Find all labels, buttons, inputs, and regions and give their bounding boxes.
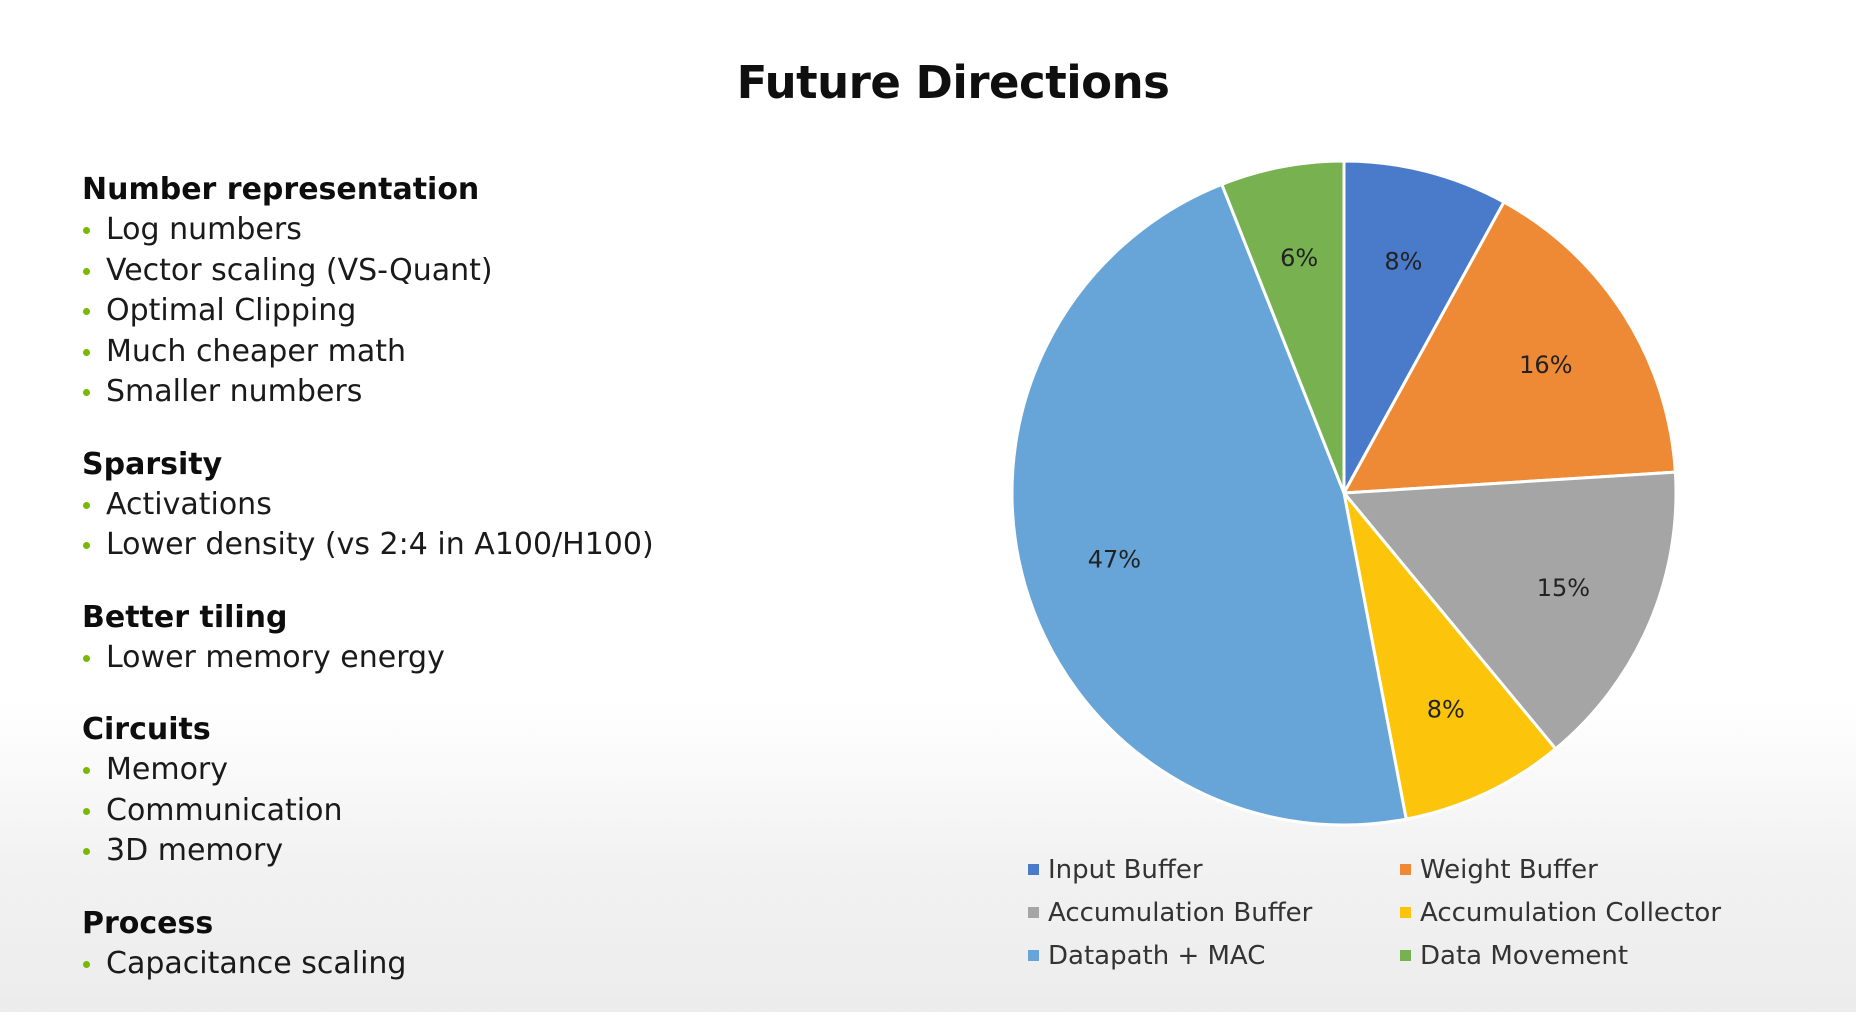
section-heading: Number representation — [82, 172, 480, 207]
slice-data-label: 8% — [1427, 695, 1465, 723]
legend-swatch-icon — [1028, 864, 1039, 875]
pie-slice — [1342, 491, 1558, 821]
bullet-dot-icon — [83, 542, 90, 549]
slice-data-label: 15% — [1537, 574, 1590, 602]
bullet-item: 3D memory — [82, 831, 842, 872]
legend-label: Datapath + MAC — [1048, 941, 1265, 971]
slice-data-label: 6% — [1280, 244, 1318, 272]
bullet-text: Memory — [106, 752, 229, 787]
pie-slice — [1342, 159, 1506, 495]
section-process: Process Capacitance scaling — [82, 904, 842, 985]
slice-data-label: 47% — [1088, 546, 1141, 574]
bullet-item: Log numbers — [82, 210, 842, 251]
bullet-list: Capacitance scaling — [82, 944, 842, 985]
bullet-dot-icon — [83, 267, 90, 275]
section-heading: Sparsity — [82, 446, 223, 482]
slice-data-label: 8% — [1384, 247, 1422, 275]
slice-data-label: 16% — [1519, 351, 1572, 379]
bullet-dot-icon — [83, 389, 90, 396]
bullet-item: Memory — [82, 750, 842, 791]
legend-swatch-icon — [1400, 864, 1411, 875]
bullet-dot-icon — [83, 654, 90, 662]
legend-label: Accumulation Collector — [1420, 898, 1721, 928]
section-heading: Better tiling — [82, 599, 288, 635]
bullet-dot-icon — [83, 960, 90, 968]
bullet-item: Lower density (vs 2:4 in A100/H100) — [82, 525, 842, 566]
bullet-item: Optimal Clipping — [82, 291, 842, 332]
bullet-text: Communication — [106, 792, 343, 828]
pie-slice — [1342, 200, 1677, 495]
bullet-text: Vector scaling (VS-Quant) — [106, 252, 493, 288]
chart-legend: Input Buffer Weight Buffer Accumulation Bu… — [1028, 855, 1721, 971]
bullet-item: Smaller numbers — [82, 372, 842, 413]
slice-labels: 8% 16% 15% 8% 47% 6% — [1088, 244, 1590, 723]
bullet-list: Activations Lower density (vs 2:4 in A10… — [82, 485, 842, 566]
section-heading: Process — [82, 905, 214, 941]
bullet-text: Activations — [106, 486, 272, 522]
legend-label: Input Buffer — [1048, 855, 1203, 885]
pie-slice — [1220, 159, 1346, 495]
bullet-text: Capacitance scaling — [106, 945, 407, 981]
bullet-list: Memory Communication 3D memory — [82, 750, 842, 872]
bullet-dot-icon — [83, 767, 90, 774]
legend-swatch-icon — [1400, 907, 1411, 918]
bullet-dot-icon — [83, 227, 90, 234]
legend-label: Data Movement — [1420, 941, 1628, 971]
bullet-item: Communication — [82, 791, 842, 832]
bullet-text: 3D memory — [106, 833, 284, 868]
bullet-text: Smaller numbers — [106, 374, 363, 409]
legend-label: Weight Buffer — [1420, 855, 1598, 885]
legend-swatch-icon — [1028, 907, 1039, 918]
bullet-item: Much cheaper math — [82, 332, 842, 373]
bullet-text: Log numbers — [106, 212, 302, 247]
legend-item: Accumulation Collector — [1400, 898, 1721, 928]
bullet-dot-icon — [83, 501, 90, 509]
section-better-tiling: Better tiling Lower memory energy — [82, 598, 842, 679]
bullet-text: Much cheaper math — [106, 333, 407, 369]
legend-item: Data Movement — [1400, 941, 1628, 971]
bullet-dot-icon — [83, 848, 90, 855]
bullet-dot-icon — [83, 348, 90, 356]
pie-slice — [1342, 470, 1678, 751]
legend-item: Weight Buffer — [1400, 855, 1598, 885]
bullet-text: Lower memory energy — [106, 639, 445, 675]
legend-swatch-icon — [1028, 950, 1039, 961]
bullet-text: Lower density (vs 2:4 in A100/H100) — [106, 527, 654, 562]
legend-item: Input Buffer — [1028, 855, 1203, 885]
legend-item: Accumulation Buffer — [1028, 898, 1313, 928]
bullet-dot-icon — [83, 807, 90, 815]
bullet-item: Lower memory energy — [82, 638, 842, 679]
legend-label: Accumulation Buffer — [1048, 898, 1313, 928]
bullet-list: Lower memory energy — [82, 638, 842, 679]
bullet-item: Vector scaling (VS-Quant) — [82, 251, 842, 292]
slide-title: Future Directions — [736, 56, 1170, 109]
section-heading: Circuits — [82, 712, 211, 747]
section-number-representation: Number representation Log numbers Vector… — [82, 170, 842, 413]
legend-swatch-icon — [1400, 950, 1411, 961]
section-circuits: Circuits Memory Communication 3D memory — [82, 710, 842, 872]
bullet-item: Capacitance scaling — [82, 944, 842, 985]
bullet-list: Log numbers Vector scaling (VS-Quant) Op… — [82, 210, 842, 413]
legend-item: Datapath + MAC — [1028, 941, 1265, 971]
section-sparsity: Sparsity Activations Lower density (vs 2… — [82, 445, 842, 566]
bullet-item: Activations — [82, 485, 842, 526]
bullet-list-column: Number representation Log numbers Vector… — [82, 170, 842, 1016]
bullet-dot-icon — [83, 308, 90, 315]
bullet-text: Optimal Clipping — [106, 293, 357, 328]
pie-slice — [1010, 182, 1408, 827]
